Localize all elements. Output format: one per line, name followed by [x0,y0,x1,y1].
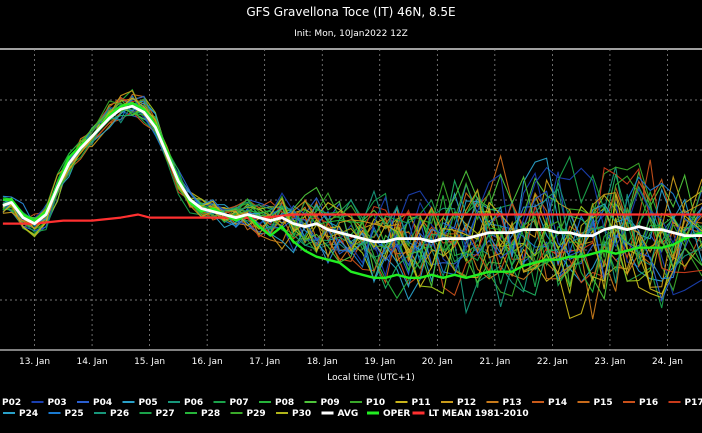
ensemble-member-line [2,96,702,285]
x-tick-label: 24. Jan [652,357,683,367]
ensemble-member-line [2,105,702,315]
ensemble-members [2,88,702,320]
chart-title: GFS Gravellona Toce (IT) 46N, 8.5E [246,5,455,19]
main-series [2,101,702,279]
legend-label: P30 [292,409,311,419]
x-tick-label: 23. Jan [594,357,625,367]
series-line-oper [2,101,702,279]
legend-label: P10 [366,398,385,408]
x-tick-label: 13. Jan [19,357,50,367]
plot-area [0,48,702,351]
x-tick-label: 19. Jan [364,357,395,367]
legend-label: P28 [201,409,220,419]
ensemble-member-line [2,98,702,272]
legend-label: P03 [48,398,67,408]
legend-label: P29 [247,409,266,419]
x-tick-label: 16. Jan [192,357,223,367]
legend-label: P05 [139,398,158,408]
legend: P02 P03 P04 P05 P06 P07 P08 P09 P10 P11 P12 P13 P14 P… [2,398,702,419]
legend-label: P04 [93,398,112,408]
x-tick-label: 20. Jan [422,357,453,367]
legend-label: LT MEAN 1981-2010 [429,409,529,419]
chart-subtitle: Init: Mon, 10Jan2022 12Z [294,29,408,39]
x-tick-label: 22. Jan [537,357,568,367]
legend-label: P16 [639,398,658,408]
legend-label: P06 [184,398,203,408]
ensemble-member-line [2,103,702,307]
x-tick-label: 14. Jan [77,357,108,367]
x-tick-label: 21. Jan [479,357,510,367]
series-line-avg [2,104,702,244]
legend-label: OPER [383,409,410,419]
legend-label: P24 [19,409,38,419]
ensemble-member-line [2,100,702,289]
legend-label: P08 [275,398,294,408]
legend-label: P14 [548,398,567,408]
x-tick-label: 15. Jan [134,357,165,367]
series-line-lt-mean-1981-2010 [2,213,702,225]
legend-label: AVG [338,409,359,419]
x-axis-label: Local time (UTC+1) [327,373,415,383]
legend-label: P11 [412,398,431,408]
legend-label: P13 [503,398,522,408]
legend-label: P09 [321,398,340,408]
x-tick-label: 17. Jan [249,357,280,367]
x-tick-label: 18. Jan [307,357,338,367]
legend-label: P25 [65,409,84,419]
legend-label: P15 [594,398,613,408]
legend-label: P17 [685,398,702,408]
ensemble-member-line [2,89,702,273]
x-axis-ticks: 13. Jan 14. Jan 15. Jan 16. Jan 17. Jan 18. J… [19,357,683,367]
legend-label: P07 [230,398,249,408]
legend-label: P12 [457,398,476,408]
legend-label: P02 [2,398,21,408]
ensemble-member-line [2,109,702,296]
legend-label: P27 [156,409,175,419]
ensemble-member-line [2,105,702,285]
legend-label: P26 [110,409,129,419]
